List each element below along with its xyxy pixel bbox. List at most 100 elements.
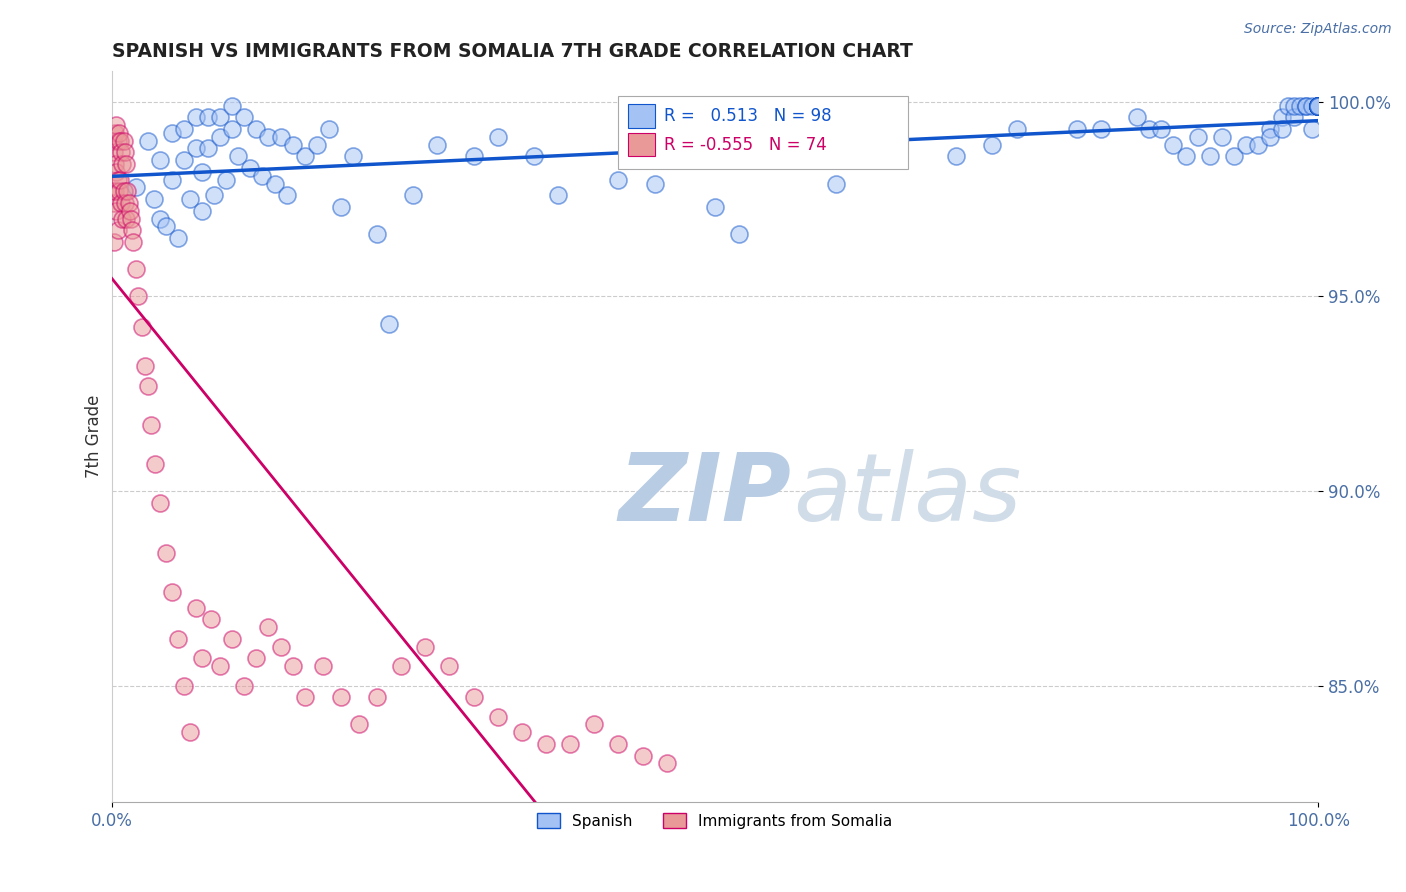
Point xyxy=(763,149,786,163)
Point xyxy=(1005,122,1028,136)
Point xyxy=(136,379,159,393)
Point xyxy=(197,111,219,125)
Point xyxy=(329,690,352,705)
Text: Source: ZipAtlas.com: Source: ZipAtlas.com xyxy=(1244,22,1392,37)
Point xyxy=(105,165,128,179)
Point xyxy=(112,134,135,148)
Point xyxy=(184,600,207,615)
Point xyxy=(134,359,156,374)
Point xyxy=(631,748,654,763)
Point xyxy=(101,184,124,198)
Point xyxy=(184,141,207,155)
Point xyxy=(239,161,262,175)
Point xyxy=(179,192,201,206)
Point xyxy=(245,122,267,136)
Point xyxy=(1277,98,1299,112)
Point xyxy=(149,495,172,509)
Point xyxy=(439,659,461,673)
Point xyxy=(120,211,142,226)
Point xyxy=(263,177,285,191)
Point xyxy=(191,203,214,218)
Point xyxy=(191,651,214,665)
Point xyxy=(1308,98,1330,112)
Point xyxy=(1301,122,1323,136)
Point xyxy=(1271,122,1294,136)
Point xyxy=(125,180,148,194)
Legend: Spanish, Immigrants from Somalia: Spanish, Immigrants from Somalia xyxy=(531,806,898,835)
Point xyxy=(1247,137,1270,152)
Point xyxy=(329,200,352,214)
Point xyxy=(523,149,546,163)
Point xyxy=(884,129,907,144)
Point xyxy=(1163,137,1185,152)
Point xyxy=(486,709,509,723)
Point xyxy=(233,111,256,125)
Point xyxy=(200,612,222,626)
Point xyxy=(122,235,145,249)
Point xyxy=(257,620,280,634)
Point xyxy=(270,640,292,654)
Point xyxy=(111,157,134,171)
Point xyxy=(221,122,243,136)
Text: SPANISH VS IMMIGRANTS FROM SOMALIA 7TH GRADE CORRELATION CHART: SPANISH VS IMMIGRANTS FROM SOMALIA 7TH G… xyxy=(111,42,912,61)
Point xyxy=(1090,122,1112,136)
Point xyxy=(366,227,388,241)
Text: atlas: atlas xyxy=(793,450,1022,541)
Point xyxy=(342,149,364,163)
Point xyxy=(114,145,136,160)
Point xyxy=(1308,98,1330,112)
Point xyxy=(1295,98,1317,112)
Point xyxy=(167,231,190,245)
Point xyxy=(402,188,425,202)
Point xyxy=(104,126,127,140)
Point xyxy=(1211,129,1233,144)
Point xyxy=(110,196,132,211)
Point xyxy=(1308,98,1330,112)
Point xyxy=(184,111,207,125)
Point xyxy=(294,149,316,163)
Point xyxy=(607,737,630,751)
Point xyxy=(1126,111,1149,125)
Point xyxy=(179,725,201,739)
Point xyxy=(143,457,166,471)
Point xyxy=(125,262,148,277)
Point xyxy=(202,188,225,202)
Point xyxy=(281,659,304,673)
Point xyxy=(1150,122,1173,136)
Point xyxy=(107,134,129,148)
Point xyxy=(209,129,232,144)
Point xyxy=(108,184,131,198)
Point xyxy=(1308,98,1330,112)
Point xyxy=(209,659,232,673)
Point xyxy=(644,177,666,191)
FancyBboxPatch shape xyxy=(619,96,908,169)
Point xyxy=(1234,137,1257,152)
Point xyxy=(108,134,131,148)
Point xyxy=(149,211,172,226)
FancyBboxPatch shape xyxy=(628,133,655,156)
Point xyxy=(1308,98,1330,112)
Point xyxy=(655,756,678,771)
Point xyxy=(167,632,190,646)
Point xyxy=(103,196,125,211)
Point xyxy=(155,219,177,234)
Point xyxy=(1289,98,1312,112)
Point xyxy=(160,126,183,140)
Point xyxy=(114,196,136,211)
Point xyxy=(173,679,195,693)
Point xyxy=(103,145,125,160)
Point xyxy=(257,129,280,144)
Point xyxy=(1295,98,1317,112)
Point xyxy=(463,149,485,163)
Point xyxy=(108,126,131,140)
Point xyxy=(1282,98,1305,112)
Point xyxy=(1308,98,1330,112)
Point xyxy=(305,137,328,152)
Point xyxy=(824,177,846,191)
Point xyxy=(607,172,630,186)
Y-axis label: 7th Grade: 7th Grade xyxy=(86,395,103,478)
Point xyxy=(1308,98,1330,112)
Point xyxy=(547,188,569,202)
Point xyxy=(107,172,129,186)
Point xyxy=(252,169,274,183)
